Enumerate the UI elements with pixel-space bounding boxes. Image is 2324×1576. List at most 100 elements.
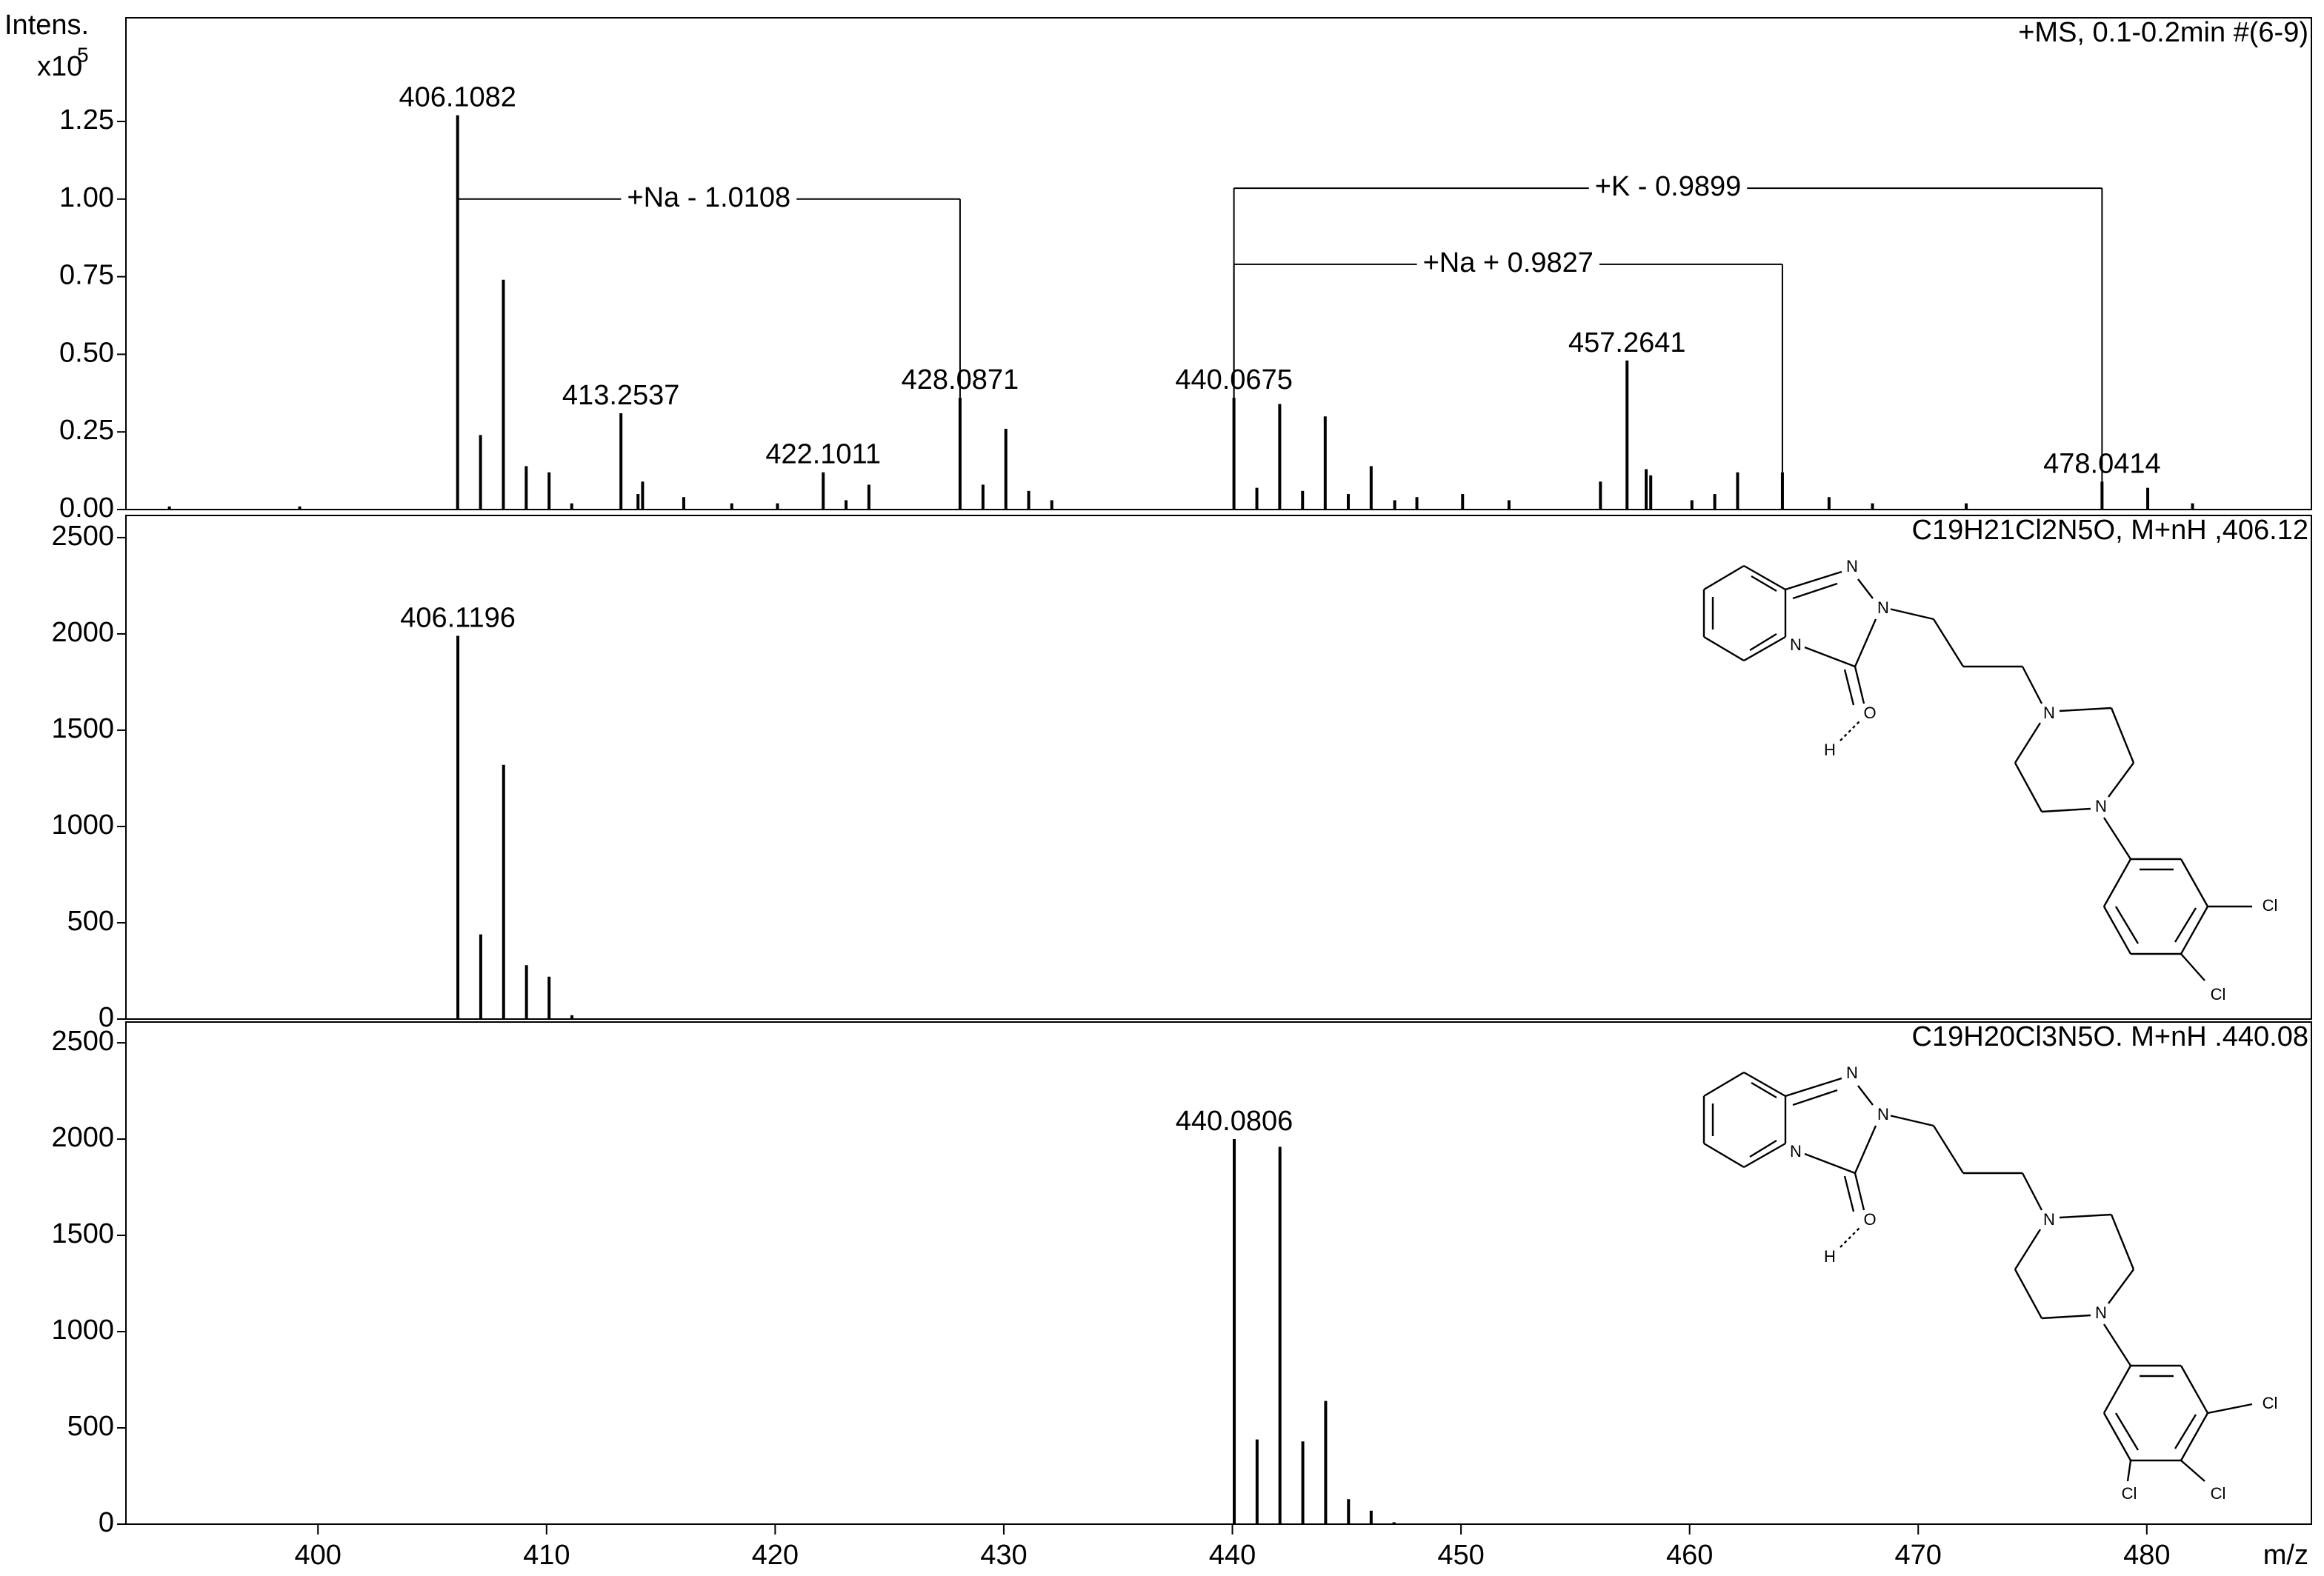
panel-frame xyxy=(125,515,2312,1020)
atom-label: N xyxy=(2043,1210,2055,1229)
atom-bg xyxy=(1845,560,1859,575)
bond xyxy=(2180,858,2209,907)
structure: N N N O H N N Cl Cl xyxy=(1702,557,2277,1004)
atom-label: N xyxy=(1846,557,1858,575)
bond xyxy=(2014,1229,2042,1270)
y-tick-label: 1000 xyxy=(51,1315,114,1346)
bond xyxy=(1888,607,1934,621)
annotation-label: +Na - 1.0108 xyxy=(627,182,790,213)
x-tick-label: 410 xyxy=(523,1540,570,1571)
bond xyxy=(1749,632,1777,652)
y-tick-label: 2500 xyxy=(51,1026,114,1057)
bond xyxy=(1888,1114,1934,1127)
atom-label: N xyxy=(2095,797,2107,815)
atom-label: Cl xyxy=(2211,1484,2226,1503)
y-axis-label: Intens. xyxy=(4,10,89,41)
bond xyxy=(1854,618,1877,667)
bond xyxy=(2174,907,2197,943)
y-tick-label: 0.75 xyxy=(59,260,114,291)
bond xyxy=(2180,1412,2209,1461)
atom-bg xyxy=(1788,1145,1803,1160)
y-tick-label: 500 xyxy=(67,906,114,937)
bond xyxy=(1749,1139,1777,1158)
atom-bg xyxy=(1822,1250,1837,1265)
bond xyxy=(1804,646,1856,668)
y-tick-label: 1.25 xyxy=(59,104,114,136)
x-tick-label: 480 xyxy=(2123,1540,2170,1571)
bond xyxy=(2102,1365,2132,1414)
bond xyxy=(2102,1323,2132,1366)
annotation-bg xyxy=(1416,247,1599,281)
bond xyxy=(2102,817,2132,860)
atom-label: N xyxy=(1877,1105,1889,1123)
bond xyxy=(2180,953,2205,981)
bond xyxy=(2110,1214,2135,1270)
bond xyxy=(1932,618,1965,667)
atom-label: Cl xyxy=(2211,985,2226,1004)
y-tick-label: 500 xyxy=(67,1411,114,1442)
bond xyxy=(1857,1085,1874,1106)
y-tick-label: 1.00 xyxy=(59,182,114,213)
atom-label: O xyxy=(1863,1210,1876,1229)
bond xyxy=(1792,1089,1838,1106)
atom-bg xyxy=(1822,744,1837,758)
peak-label: 406.1196 xyxy=(400,603,516,634)
peak-label: 457.2641 xyxy=(1568,327,1686,358)
panel-title: C19H20Cl3N5O. M+nH .440.08 xyxy=(1912,1021,2308,1052)
bond xyxy=(1854,1125,1877,1174)
atom-bg xyxy=(1862,1213,1877,1228)
atom-bg xyxy=(2042,707,2057,721)
bond xyxy=(1857,578,1874,599)
bond xyxy=(1804,1152,1856,1175)
h-bond xyxy=(1839,719,1862,741)
panel-frame xyxy=(125,1021,2312,1525)
peak-label: 422.1011 xyxy=(765,439,881,470)
atom-bg xyxy=(2094,800,2108,815)
bond xyxy=(2108,1269,2134,1304)
y-tick-label: 0 xyxy=(99,1507,114,1538)
peak-label: 440.0806 xyxy=(1176,1106,1293,1137)
bond xyxy=(1703,635,1745,662)
atom-bg xyxy=(2263,899,2277,914)
atom-bg xyxy=(2211,988,2225,1003)
y-tick-label: 1500 xyxy=(51,1218,114,1249)
atom-label: H xyxy=(1824,741,1836,759)
atom-label: N xyxy=(1846,1064,1858,1082)
bond xyxy=(2110,707,2135,764)
y-exponent: 5 xyxy=(77,43,89,66)
atom-bg xyxy=(1845,1066,1859,1081)
bond xyxy=(2021,1172,2043,1211)
bond xyxy=(1743,564,1786,591)
atom-label: N xyxy=(1877,598,1889,617)
bond xyxy=(2059,707,2112,712)
bond xyxy=(1854,1172,1865,1211)
bond xyxy=(1751,575,1777,592)
bond xyxy=(2014,722,2042,764)
bond xyxy=(2108,762,2134,798)
structure: N N N O H N N Cl Cl Cl xyxy=(1702,1064,2278,1503)
y-tick-label: 2000 xyxy=(51,1122,114,1153)
bond xyxy=(1751,1081,1777,1099)
bond xyxy=(2041,807,2091,813)
bond xyxy=(2014,762,2043,812)
atom-bg xyxy=(2042,1213,2057,1228)
bond xyxy=(2180,1460,2205,1482)
x-tick-label: 430 xyxy=(980,1540,1027,1571)
bond xyxy=(2114,1412,2140,1451)
y-tick-label: 0.50 xyxy=(59,337,114,368)
bond xyxy=(2102,858,2132,907)
atom-label: N xyxy=(1790,1142,1802,1161)
atom-label: Cl xyxy=(2263,1394,2278,1412)
y-tick-label: 2000 xyxy=(51,617,114,648)
annotation-label: +K - 0.9899 xyxy=(1595,171,1742,202)
atom-label: N xyxy=(1790,635,1802,654)
annotation-bg xyxy=(1588,172,1748,205)
peak-label: 413.2537 xyxy=(562,380,680,411)
bond xyxy=(2021,666,2043,704)
atom-bg xyxy=(1788,638,1803,653)
bond xyxy=(2126,1460,2132,1482)
x-axis-label: m/z xyxy=(2263,1540,2308,1571)
atom-label: O xyxy=(1863,704,1876,722)
bond xyxy=(1743,1142,1786,1169)
bond xyxy=(1785,570,1842,591)
